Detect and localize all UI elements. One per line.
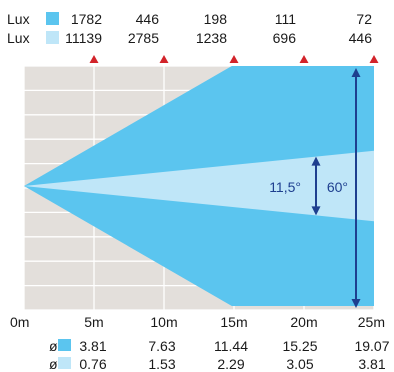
wide-angle-arrow-head-up bbox=[351, 68, 361, 77]
lux-value: 2785 bbox=[128, 30, 159, 46]
lux-value: 72 bbox=[356, 11, 372, 27]
distance-marker bbox=[369, 55, 379, 63]
diameter-value: 15.25 bbox=[282, 338, 317, 354]
swatch-narrow bbox=[46, 31, 59, 44]
lux-value: 446 bbox=[136, 11, 160, 27]
diameter-value: 7.63 bbox=[148, 338, 175, 354]
x-tick-label: 25m bbox=[358, 314, 385, 330]
diameter-value: 1.53 bbox=[148, 356, 175, 372]
diameter-value: 3.05 bbox=[286, 356, 313, 372]
x-tick-label: 10m bbox=[150, 314, 177, 330]
lux-label-wide: Lux bbox=[7, 11, 30, 27]
diameter-symbol-wide: ø bbox=[49, 338, 58, 354]
wide-angle-arrow-head-down bbox=[351, 299, 361, 308]
x-tick-label: 15m bbox=[220, 314, 247, 330]
diameter-value: 0.76 bbox=[79, 356, 106, 372]
angle-arrows bbox=[311, 68, 361, 308]
distance-marker bbox=[299, 55, 309, 63]
lux-label-narrow: Lux bbox=[7, 30, 30, 46]
diameter-value: 3.81 bbox=[79, 338, 106, 354]
diameter-swatch-wide bbox=[58, 339, 71, 351]
distance-marker bbox=[89, 55, 99, 63]
lux-value: 198 bbox=[204, 11, 228, 27]
swatch-wide bbox=[46, 12, 59, 25]
narrow-angle-arrow-head-down bbox=[311, 206, 321, 216]
distance-markers bbox=[89, 55, 379, 63]
diameter-swatch-narrow bbox=[58, 357, 71, 369]
narrow-angle-label: 11,5° bbox=[269, 179, 301, 195]
diameter-symbol-narrow: ø bbox=[49, 356, 58, 372]
lux-value: 1238 bbox=[196, 30, 227, 46]
x-tick-label: 5m bbox=[84, 314, 103, 330]
lux-value: 446 bbox=[349, 30, 373, 46]
wide-angle-arrow bbox=[351, 68, 361, 308]
lux-value: 696 bbox=[273, 30, 297, 46]
diameter-value: 2.29 bbox=[217, 356, 244, 372]
distance-marker bbox=[229, 55, 239, 63]
chart-labels: Lux 1782 446 198 111 72 Lux 11139 2785 1238 696 446… bbox=[7, 11, 390, 372]
diameter-value: 11.44 bbox=[214, 338, 248, 354]
narrow-angle-arrow bbox=[311, 156, 321, 216]
distance-marker bbox=[159, 55, 169, 63]
diameter-value: 19.07 bbox=[354, 338, 389, 354]
lux-value: 111 bbox=[275, 11, 296, 27]
x-tick-label: 20m bbox=[290, 314, 317, 330]
wide-angle-label: 60° bbox=[327, 179, 348, 195]
diameter-value: 3.81 bbox=[358, 356, 385, 372]
x-tick-label: 0m bbox=[10, 314, 29, 330]
lux-value: 11139 bbox=[65, 30, 102, 46]
lux-value: 1782 bbox=[71, 11, 102, 27]
beam-cone-narrow bbox=[24, 150, 374, 222]
narrow-angle-arrow-head-up bbox=[311, 156, 321, 166]
